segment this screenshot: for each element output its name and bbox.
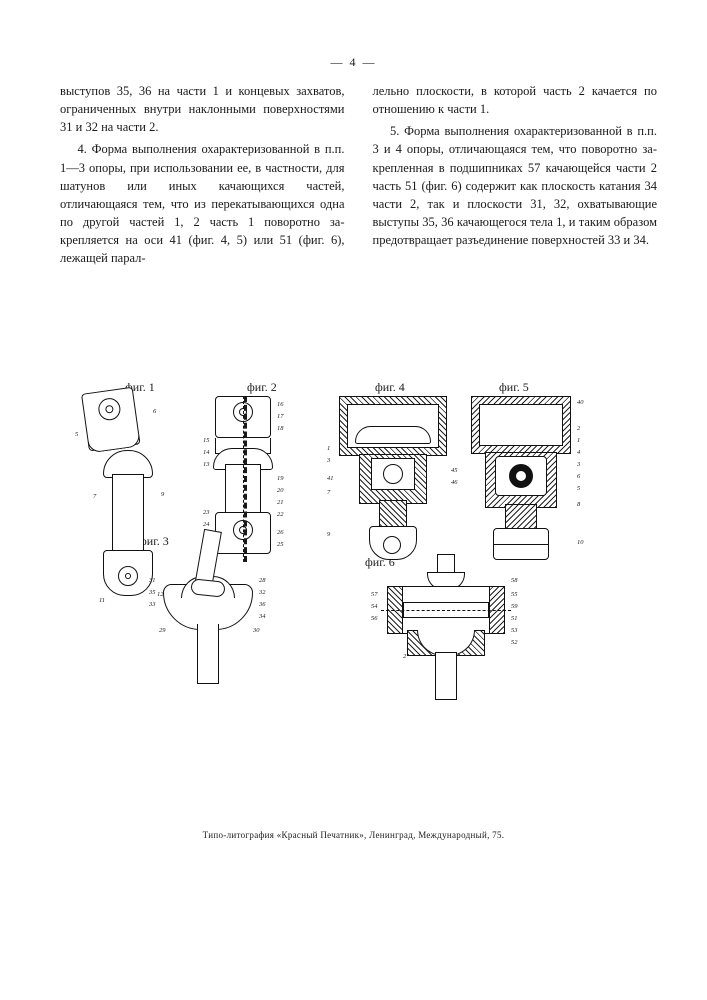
imprint-line: Типо-литография «Красный Печатник», Лени… bbox=[0, 830, 707, 840]
dim-fig3-c: 33 bbox=[149, 602, 156, 609]
dim-fig2-i: 19 bbox=[277, 476, 284, 483]
dim-fig2-m: 26 bbox=[277, 530, 284, 537]
para-right-2: 5. Форма выполнения охаракте­ризованной … bbox=[373, 122, 658, 249]
dim-fig3-d: 28 bbox=[259, 578, 266, 585]
label-fig5: фиг. 5 bbox=[499, 380, 529, 395]
column-right: лельно плоскости, в которой часть 2 кача… bbox=[373, 82, 658, 271]
dim-fig3-i: 30 bbox=[253, 628, 260, 635]
dim-fig2-l: 22 bbox=[277, 512, 284, 519]
dim-fig1-e: 11 bbox=[99, 598, 105, 605]
dim-fig4-g: 46 bbox=[451, 480, 458, 487]
dim-fig5-g: 5 bbox=[577, 486, 580, 493]
dim-fig3-b: 35 bbox=[149, 590, 156, 597]
dim-fig4-f: 45 bbox=[451, 468, 458, 475]
dim-fig5-c: 1 bbox=[577, 438, 580, 445]
para-left-2: 4. Форма выполнения охаракте­ризованной … bbox=[60, 140, 345, 267]
page-number: — 4 — bbox=[0, 55, 707, 70]
dim-fig3-g: 34 bbox=[259, 614, 266, 621]
dim-fig5-a: 40 bbox=[577, 400, 584, 407]
dim-fig6-f: 59 bbox=[511, 604, 518, 611]
dim-fig4-e: 9 bbox=[327, 532, 330, 539]
dim-fig5-f: 6 bbox=[577, 474, 580, 481]
dim-fig2-c: 18 bbox=[277, 426, 284, 433]
dim-fig6-j: 2 bbox=[403, 654, 406, 661]
para-right-1: лельно плоскости, в которой часть 2 кача… bbox=[373, 82, 658, 118]
dim-fig4-b: 3 bbox=[327, 458, 330, 465]
dim-fig5-b: 2 bbox=[577, 426, 580, 433]
dim-fig2-b: 17 bbox=[277, 414, 284, 421]
dim-fig6-d: 58 bbox=[511, 578, 518, 585]
dim-fig2-e: 14 bbox=[203, 450, 210, 457]
dim-fig2-g: 23 bbox=[203, 510, 210, 517]
dim-fig1-b: 6 bbox=[153, 409, 156, 416]
dim-fig1-a: 5 bbox=[75, 432, 78, 439]
dim-fig1-c: 7 bbox=[93, 494, 96, 501]
dim-fig4-d: 7 bbox=[327, 490, 330, 497]
dim-fig5-h: 8 bbox=[577, 502, 580, 509]
dim-fig6-g: 51 bbox=[511, 616, 518, 623]
para-left-1: выступов 35, 36 на части 1 и конце­вых з… bbox=[60, 82, 345, 136]
dim-fig2-f: 13 bbox=[203, 462, 210, 469]
dim-fig2-h: 24 bbox=[203, 522, 210, 529]
column-left: выступов 35, 36 на части 1 и конце­вых з… bbox=[60, 82, 345, 271]
dim-fig2-d: 15 bbox=[203, 438, 210, 445]
dim-fig4-a: 1 bbox=[327, 446, 330, 453]
figures-panel: фиг. 1 фиг. 2 фиг. 3 фиг. 4 фиг. 5 фиг. … bbox=[75, 382, 635, 692]
dim-fig5-d: 4 bbox=[577, 450, 580, 457]
dim-fig6-h: 53 bbox=[511, 628, 518, 635]
dim-fig5-e: 3 bbox=[577, 462, 580, 469]
dim-fig6-c: 56 bbox=[371, 616, 378, 623]
dim-fig3-f: 36 bbox=[259, 602, 266, 609]
dim-fig6-a: 57 bbox=[371, 592, 378, 599]
dim-fig5-i: 10 bbox=[577, 540, 584, 547]
dim-fig1-d: 9 bbox=[161, 492, 164, 499]
dim-fig3-e: 32 bbox=[259, 590, 266, 597]
dim-fig2-j: 20 bbox=[277, 488, 284, 495]
dim-fig6-i: 52 bbox=[511, 640, 518, 647]
dim-fig4-c: 41 bbox=[327, 476, 334, 483]
label-fig4: фиг. 4 bbox=[375, 380, 405, 395]
dim-fig2-n: 25 bbox=[277, 542, 284, 549]
dim-fig2-a: 16 bbox=[277, 402, 284, 409]
dim-fig6-e: 55 bbox=[511, 592, 518, 599]
label-fig2: фиг. 2 bbox=[247, 380, 277, 395]
dim-fig6-b: 54 bbox=[371, 604, 378, 611]
dim-fig2-k: 21 bbox=[277, 500, 284, 507]
text-columns: выступов 35, 36 на части 1 и конце­вых з… bbox=[60, 82, 657, 271]
dim-fig3-a: 31 bbox=[149, 578, 156, 585]
dim-fig3-h: 29 bbox=[159, 628, 166, 635]
